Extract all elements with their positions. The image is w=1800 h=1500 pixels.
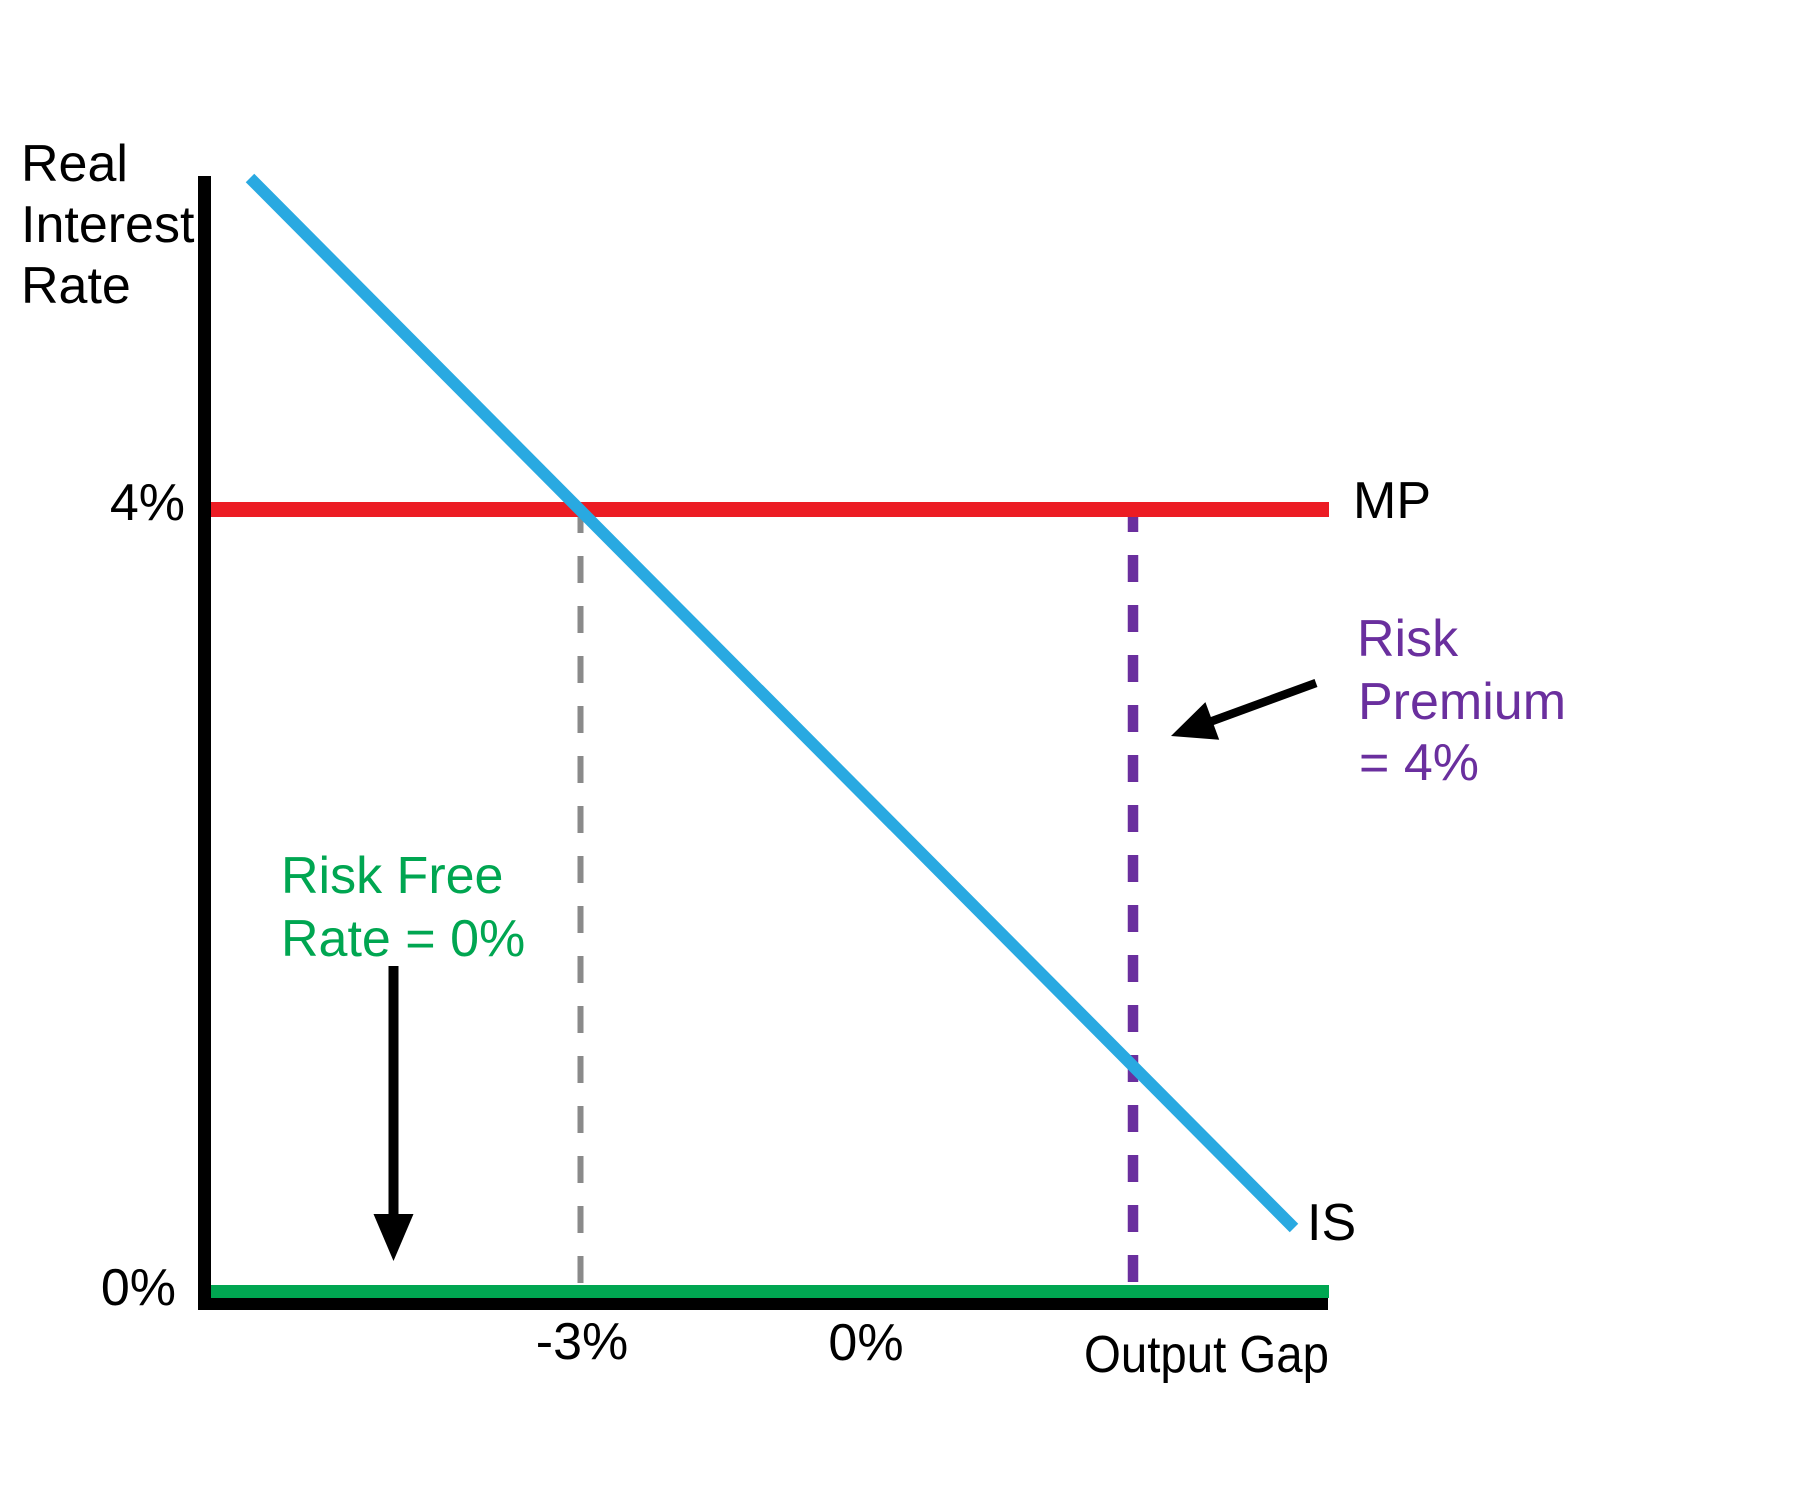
- svg-text:0%: 0%: [828, 1314, 903, 1372]
- svg-text:4%: 4%: [110, 474, 185, 532]
- svg-text:Real: Real: [21, 135, 128, 193]
- svg-text:Risk: Risk: [1357, 610, 1459, 668]
- svg-text:Rate: Rate: [21, 257, 131, 315]
- svg-text:MP: MP: [1353, 472, 1431, 530]
- svg-text:-3%: -3%: [536, 1313, 628, 1371]
- svg-text:= 4%: = 4%: [1359, 734, 1479, 792]
- svg-text:Rate = 0%: Rate = 0%: [281, 910, 525, 968]
- svg-text:Premium: Premium: [1358, 673, 1566, 731]
- svg-text:IS: IS: [1307, 1194, 1356, 1252]
- svg-text:Interest: Interest: [21, 196, 195, 254]
- svg-text:Output Gap: Output Gap: [1084, 1326, 1329, 1384]
- svg-text:Risk Free: Risk Free: [281, 847, 503, 905]
- svg-text:0%: 0%: [101, 1259, 176, 1317]
